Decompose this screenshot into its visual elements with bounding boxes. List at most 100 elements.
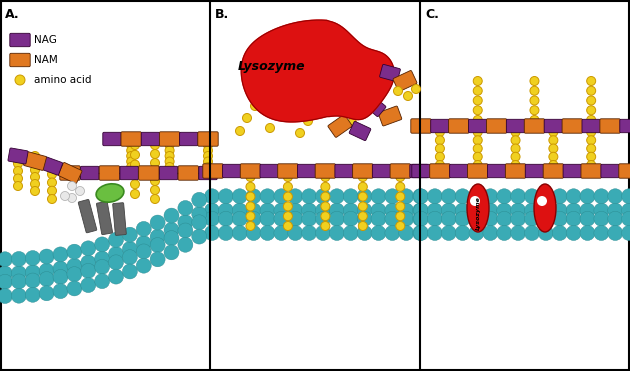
Text: A.: A. bbox=[5, 8, 20, 21]
Circle shape bbox=[321, 202, 330, 211]
Circle shape bbox=[11, 274, 26, 289]
FancyBboxPatch shape bbox=[10, 53, 30, 67]
Circle shape bbox=[608, 211, 622, 226]
Circle shape bbox=[530, 76, 539, 85]
Circle shape bbox=[525, 226, 539, 240]
FancyBboxPatch shape bbox=[222, 164, 241, 178]
FancyBboxPatch shape bbox=[42, 157, 62, 175]
Circle shape bbox=[396, 192, 404, 201]
Text: Lysozyme: Lysozyme bbox=[476, 196, 481, 230]
Circle shape bbox=[178, 200, 193, 216]
FancyBboxPatch shape bbox=[620, 119, 630, 133]
Circle shape bbox=[164, 231, 179, 246]
Circle shape bbox=[15, 75, 25, 85]
Circle shape bbox=[30, 187, 40, 196]
Circle shape bbox=[594, 189, 609, 204]
Circle shape bbox=[427, 226, 442, 240]
Circle shape bbox=[413, 211, 428, 226]
Circle shape bbox=[243, 114, 251, 122]
Circle shape bbox=[39, 263, 54, 278]
Circle shape bbox=[13, 181, 23, 190]
Text: B.: B. bbox=[215, 8, 229, 21]
Circle shape bbox=[274, 226, 289, 240]
Circle shape bbox=[219, 226, 233, 240]
Circle shape bbox=[151, 177, 159, 186]
Circle shape bbox=[108, 232, 123, 247]
Circle shape bbox=[260, 211, 275, 226]
Circle shape bbox=[566, 203, 581, 218]
Circle shape bbox=[127, 162, 135, 171]
Circle shape bbox=[94, 259, 110, 275]
Circle shape bbox=[273, 112, 282, 121]
Circle shape bbox=[553, 211, 567, 226]
Circle shape bbox=[496, 189, 512, 204]
Circle shape bbox=[246, 212, 255, 221]
Circle shape bbox=[150, 215, 165, 230]
Circle shape bbox=[473, 96, 482, 105]
Circle shape bbox=[455, 203, 470, 218]
Circle shape bbox=[94, 237, 110, 252]
Circle shape bbox=[236, 127, 244, 135]
Circle shape bbox=[205, 226, 219, 240]
Circle shape bbox=[469, 203, 484, 218]
Circle shape bbox=[127, 157, 135, 166]
Circle shape bbox=[108, 255, 123, 270]
Circle shape bbox=[385, 226, 400, 240]
Circle shape bbox=[11, 288, 26, 303]
Circle shape bbox=[151, 150, 159, 158]
Circle shape bbox=[246, 189, 261, 204]
Text: NAG: NAG bbox=[34, 35, 57, 45]
Circle shape bbox=[357, 203, 372, 218]
Circle shape bbox=[399, 189, 414, 204]
FancyBboxPatch shape bbox=[103, 132, 121, 146]
Polygon shape bbox=[241, 20, 394, 122]
Circle shape bbox=[587, 76, 596, 85]
FancyBboxPatch shape bbox=[349, 121, 371, 141]
Circle shape bbox=[274, 189, 289, 204]
Circle shape bbox=[348, 118, 357, 128]
Circle shape bbox=[25, 287, 40, 302]
Circle shape bbox=[67, 181, 76, 190]
Circle shape bbox=[192, 215, 207, 230]
FancyBboxPatch shape bbox=[353, 164, 373, 178]
Circle shape bbox=[441, 189, 456, 204]
Circle shape bbox=[302, 211, 317, 226]
Circle shape bbox=[413, 203, 428, 218]
Circle shape bbox=[413, 211, 428, 226]
Circle shape bbox=[357, 211, 372, 226]
Circle shape bbox=[399, 211, 414, 226]
Circle shape bbox=[30, 180, 40, 188]
FancyBboxPatch shape bbox=[278, 164, 298, 178]
Circle shape bbox=[263, 98, 273, 108]
Circle shape bbox=[396, 182, 404, 191]
Circle shape bbox=[427, 189, 442, 204]
Circle shape bbox=[130, 190, 139, 198]
Circle shape bbox=[151, 194, 159, 204]
Circle shape bbox=[455, 189, 470, 204]
FancyBboxPatch shape bbox=[410, 164, 428, 178]
Circle shape bbox=[203, 162, 212, 171]
Ellipse shape bbox=[534, 184, 556, 232]
Ellipse shape bbox=[96, 184, 124, 202]
Circle shape bbox=[549, 161, 558, 170]
Circle shape bbox=[343, 189, 358, 204]
Circle shape bbox=[587, 152, 596, 161]
Circle shape bbox=[566, 189, 581, 204]
FancyBboxPatch shape bbox=[430, 164, 450, 178]
FancyBboxPatch shape bbox=[563, 164, 581, 178]
FancyBboxPatch shape bbox=[203, 164, 223, 178]
Circle shape bbox=[39, 249, 54, 264]
Circle shape bbox=[302, 203, 317, 218]
Circle shape bbox=[316, 203, 331, 218]
Circle shape bbox=[566, 226, 581, 240]
Circle shape bbox=[130, 141, 139, 150]
Circle shape bbox=[284, 192, 292, 201]
Circle shape bbox=[321, 192, 330, 201]
Circle shape bbox=[525, 189, 539, 204]
FancyBboxPatch shape bbox=[524, 119, 545, 133]
Circle shape bbox=[473, 161, 482, 170]
FancyBboxPatch shape bbox=[100, 166, 120, 180]
Circle shape bbox=[136, 244, 151, 259]
Circle shape bbox=[413, 226, 428, 240]
Circle shape bbox=[151, 167, 159, 177]
